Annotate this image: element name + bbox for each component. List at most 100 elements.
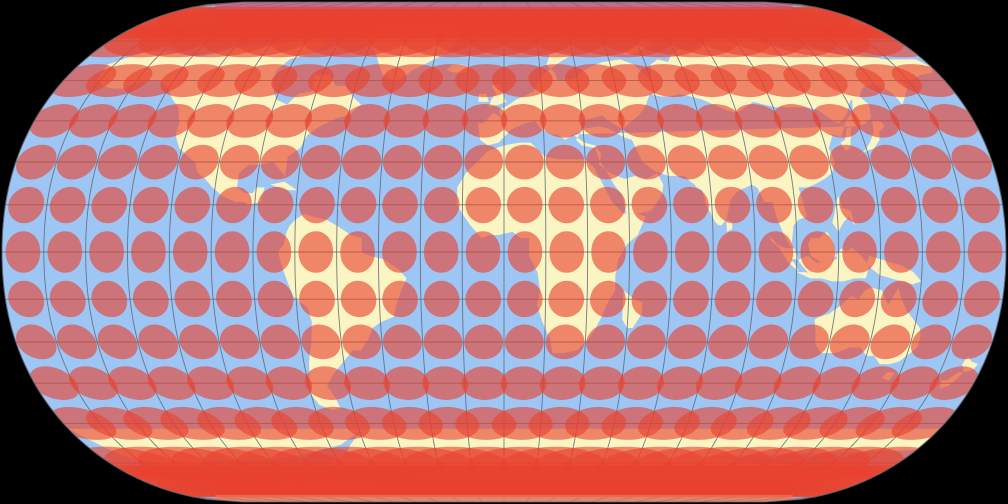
tissot-ellipse — [265, 366, 313, 400]
tissot-ellipse — [667, 324, 707, 360]
tissot-ellipse — [29, 366, 79, 400]
tissot-ellipse — [967, 231, 1003, 273]
tissot-ellipse — [260, 324, 300, 360]
tissot-ellipse — [382, 144, 422, 180]
tissot-ellipse — [797, 186, 834, 224]
tissot-ellipse — [812, 366, 861, 400]
tissot-ellipse — [299, 280, 335, 318]
tissot-ellipse — [631, 280, 668, 318]
tissot-ellipse — [383, 366, 430, 400]
tissot-ellipse — [910, 144, 952, 180]
tissot-ellipse — [226, 366, 274, 400]
tissot-ellipse — [382, 231, 417, 273]
tissot-ellipse — [131, 231, 166, 273]
tissot-ellipse — [108, 104, 157, 138]
tissot-ellipse — [423, 231, 459, 273]
tissot-ellipse — [756, 186, 792, 224]
tissot-ellipse — [548, 186, 585, 224]
tissot-ellipse — [578, 366, 625, 400]
tissot-ellipse — [340, 231, 375, 273]
tissot-ellipse — [214, 231, 250, 273]
tissot-ellipse — [631, 186, 668, 224]
tissot-ellipse — [382, 280, 418, 318]
tissot-ellipse — [839, 280, 876, 318]
tissot-ellipse — [667, 144, 707, 180]
tissot-ellipse — [633, 231, 668, 273]
tissot-ellipse — [880, 186, 917, 224]
tissot-ellipse — [172, 231, 208, 273]
tissot-ellipse — [870, 144, 911, 180]
tissot-ellipse — [890, 366, 940, 400]
tissot-ellipse — [714, 186, 751, 224]
tissot-ellipse — [216, 186, 252, 224]
tissot-ellipse — [304, 366, 352, 400]
tissot-ellipse — [464, 324, 504, 360]
tissot-ellipse — [829, 144, 870, 180]
tissot-ellipse — [695, 366, 743, 400]
tissot-ellipse — [789, 324, 829, 360]
tissot-ellipse — [257, 186, 294, 224]
tissot-ellipse — [708, 324, 748, 360]
tissot-ellipse — [132, 186, 169, 224]
tissot-ellipse — [265, 104, 313, 138]
tissot-ellipse — [97, 324, 138, 360]
tissot-ellipse — [748, 324, 789, 360]
tissot-ellipse — [708, 144, 748, 180]
tissot-ellipse — [578, 104, 625, 138]
tissot-ellipse — [382, 186, 418, 224]
tissot-ellipse — [344, 366, 391, 400]
tissot-ellipse — [304, 104, 352, 138]
tissot-ellipse — [890, 104, 940, 138]
tissot-ellipse — [383, 104, 430, 138]
tissot-ellipse — [748, 144, 789, 180]
tissot-ellipse — [301, 324, 341, 360]
tissot-ellipse — [423, 324, 463, 360]
tissot-ellipse — [590, 280, 626, 318]
tissot-ellipse — [465, 186, 501, 224]
tissot-ellipse — [260, 144, 300, 180]
tissot-ellipse — [186, 104, 235, 138]
tissot-ellipse — [422, 104, 469, 138]
tissot-ellipse — [465, 280, 501, 318]
tissot-ellipse — [423, 186, 460, 224]
tissot-ellipse — [342, 144, 382, 180]
south-pole-line — [215, 494, 793, 502]
tissot-ellipse — [461, 366, 508, 400]
tissot-ellipse — [773, 104, 822, 138]
tissot-ellipse — [922, 280, 959, 318]
tissot-ellipse — [851, 366, 900, 400]
tissot-ellipse — [539, 366, 586, 400]
tissot-ellipse — [49, 280, 86, 318]
tissot-ellipse — [464, 144, 504, 180]
tissot-ellipse — [29, 104, 79, 138]
tissot-ellipse — [695, 104, 743, 138]
tissot-ellipse — [47, 231, 83, 273]
tissot-ellipse — [216, 280, 252, 318]
tissot-ellipse — [219, 144, 260, 180]
tissot-ellipse — [716, 231, 752, 273]
tissot-ellipse — [91, 186, 128, 224]
tissot-ellipse — [256, 231, 292, 273]
tissot-ellipse — [147, 104, 196, 138]
tissot-ellipse — [340, 280, 377, 318]
tissot-ellipse — [734, 104, 782, 138]
tissot-ellipse — [734, 366, 782, 400]
tissot-ellipse — [226, 104, 274, 138]
landmass-indonesia-java — [796, 272, 822, 279]
tissot-ellipse — [507, 280, 543, 318]
tissot-ellipse — [773, 366, 822, 400]
tissot-ellipse — [617, 104, 664, 138]
tissot-ellipse — [16, 324, 57, 360]
tissot-ellipse — [5, 231, 41, 273]
tissot-ellipse — [49, 186, 86, 224]
tissot-ellipse — [545, 324, 585, 360]
tissot-ellipse — [301, 144, 341, 180]
tissot-ellipse — [545, 144, 585, 180]
tissot-ellipse — [68, 104, 118, 138]
tissot-ellipse — [963, 186, 1000, 224]
tissot-ellipse — [174, 280, 211, 318]
tissot-ellipse — [800, 231, 836, 273]
tissot-ellipse — [842, 231, 877, 273]
